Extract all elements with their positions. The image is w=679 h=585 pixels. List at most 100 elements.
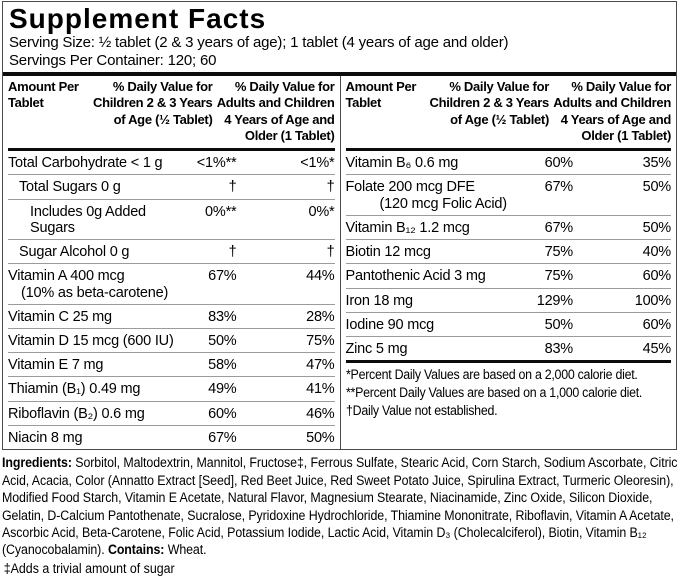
nutrient-name: Iodine 90 mcg — [345, 316, 435, 333]
nutrient-name: Vitamin A 400 mcg — [8, 268, 125, 285]
dv-adults-value: † — [326, 179, 335, 196]
dv-children-value: † — [228, 179, 237, 196]
dv-children-value: 50% — [544, 316, 574, 333]
dv-adults-value: 75% — [306, 332, 335, 349]
nutrient-name-line2: (10% as beta-carotene) — [21, 284, 169, 301]
dv-children-value: 49% — [208, 381, 237, 398]
header-dv-adults: % Daily Value for Adults and Children 4 … — [553, 79, 671, 143]
table-row: Vitamin A 400 mcg (10% as beta-carotene)… — [8, 263, 335, 303]
nutrient-name: Zinc 5 mg — [345, 340, 408, 357]
dv-children-value: 58% — [208, 357, 237, 374]
dv-children-value: <1%** — [196, 155, 237, 172]
dv-adults-value: 35% — [642, 155, 672, 172]
nutrient-name: Vitamin D 15 mcg (600 IU) — [8, 332, 174, 349]
nutrient-name: Iron 18 mg — [345, 292, 414, 309]
nutrient-name: Folate 200 mcg DFE — [345, 179, 476, 196]
nutrient-name: Thiamin (B₁) 0.49 mg — [8, 381, 141, 398]
table-row: Sugar Alcohol 0 g † † — [8, 239, 335, 263]
nutrient-name: Niacin 8 mg — [8, 429, 83, 446]
header-divider-bar — [8, 148, 335, 152]
dv-adults-value: 0%* — [308, 203, 335, 220]
column-header-right: Amount Per Tablet % Daily Value for Chil… — [346, 76, 672, 148]
dv-adults-value: 40% — [642, 244, 672, 261]
nutrient-name: Total Carbohydrate < 1 g — [8, 155, 163, 172]
dv-children-value: 83% — [208, 308, 237, 325]
table-row: Vitamin D 15 mcg (600 IU) 50% 75% — [8, 327, 335, 352]
dv-children-value: 67% — [208, 429, 237, 446]
table-row: Zinc 5 mg 83% 45% — [345, 335, 672, 360]
dv-adults-value: 41% — [306, 381, 335, 398]
table-row: Includes 0g Added Sugars 0%** 0%* — [8, 198, 335, 239]
table-row: Pantothenic Acid 3 mg 75% 60% — [345, 263, 672, 287]
dv-adults-value: <1%* — [300, 155, 335, 172]
table-row: Biotin 12 mcg 75% 40% — [345, 239, 672, 263]
serving-size: Serving Size: ½ tablet (2 & 3 years of a… — [9, 34, 509, 51]
sugar-footnote: ‡Adds a trivial amount of sugar — [3, 560, 175, 577]
footnote-1000-calorie: **Percent Daily Values are based on a 1,… — [345, 385, 642, 401]
dv-children-value: 50% — [208, 332, 237, 349]
dv-children-value: 83% — [544, 340, 574, 357]
nutrient-rows-right: Vitamin B₆ 0.6 mg 60% 35% Folate 200 mcg… — [345, 151, 672, 360]
nutrient-name: Riboflavin (B₂) 0.6 mg — [8, 405, 145, 422]
ingredients-paragraph: Ingredients: Sorbitol, Maltodextrin, Man… — [2, 455, 679, 560]
header-dv-children: % Daily Value for Children 2 & 3 Years o… — [429, 79, 550, 127]
contains-text: Wheat. — [164, 542, 207, 559]
dv-adults-value: 46% — [306, 405, 335, 422]
nutrient-name-line2: (120 mcg Folic Acid) — [379, 195, 508, 212]
table-row: Iron 18 mg 129% 100% — [345, 287, 671, 312]
dv-adults-value: 28% — [306, 308, 335, 325]
table-row: Niacin 8 mg 67% 50% — [8, 424, 335, 449]
table-row: Riboflavin (B₂) 0.6 mg 60% 46% — [8, 400, 335, 425]
dv-adults-value: 47% — [306, 357, 335, 374]
dv-adults-value: 50% — [306, 429, 335, 446]
table-row: Vitamin E 7 mg 58% 47% — [8, 352, 335, 376]
dv-children-value: 67% — [544, 179, 574, 196]
nutrient-name: Sugar Alcohol 0 g — [19, 244, 130, 261]
ingredients-label: Ingredients: — [2, 455, 72, 472]
facts-column-right: Amount Per Tablet % Daily Value for Chil… — [339, 76, 677, 450]
dv-adults-value: 50% — [642, 219, 672, 236]
dv-children-value: 67% — [544, 219, 574, 236]
ingredients-section: Ingredients: Sorbitol, Maltodextrin, Man… — [0, 450, 679, 579]
dv-children-value: 67% — [208, 268, 237, 285]
table-row: Vitamin C 25 mg 83% 28% — [8, 303, 335, 328]
title-divider-bar — [3, 72, 676, 77]
table-row: Total Carbohydrate < 1 g <1%** <1%* — [8, 151, 335, 174]
dv-children-value: 75% — [544, 268, 574, 285]
header-divider-bar — [345, 148, 671, 152]
table-row: Vitamin B₆ 0.6 mg 60% 35% — [346, 151, 672, 174]
dv-children-value: † — [228, 244, 237, 261]
nutrient-name: Biotin 12 mcg — [345, 244, 431, 261]
nutrient-name: Vitamin B₆ 0.6 mg — [345, 155, 459, 172]
page-title: Supplement Facts — [9, 3, 267, 34]
dv-children-value: 60% — [544, 155, 574, 172]
daily-value-footnotes: *Percent Daily Values are based on a 2,0… — [346, 363, 670, 420]
table-row: Thiamin (B₁) 0.49 mg 49% 41% — [8, 376, 335, 400]
dv-adults-value: 50% — [642, 179, 672, 196]
table-row: Folate 200 mcg DFE (120 mcg Folic Acid) … — [345, 174, 672, 214]
dv-adults-value: 100% — [634, 292, 671, 309]
nutrient-name: Vitamin C 25 mg — [8, 308, 112, 325]
column-header-left: Amount Per Tablet % Daily Value for Chil… — [8, 76, 335, 148]
footnote-not-established: †Daily Value not established. — [345, 403, 498, 419]
table-row: Total Sugars 0 g † † — [8, 174, 335, 198]
ingredients-list: Sorbitol, Maltodextrin, Mannitol, Fructo… — [2, 455, 678, 559]
contains-label: Contains: — [107, 542, 165, 559]
dv-children-value: 0%** — [205, 203, 237, 220]
facts-columns: Amount Per Tablet % Daily Value for Chil… — [3, 76, 677, 450]
header-dv-adults: % Daily Value for Adults and Children 4 … — [216, 79, 335, 143]
nutrient-name: Pantothenic Acid 3 mg — [345, 268, 486, 285]
facts-column-left: Amount Per Tablet % Daily Value for Chil… — [3, 76, 340, 449]
supplement-facts-label: Supplement Facts Serving Size: ½ tablet … — [2, 1, 677, 451]
dv-adults-value: 60% — [642, 268, 672, 285]
dv-children-value: 75% — [544, 244, 574, 261]
header-amount-per-tablet: Amount Per Tablet — [345, 79, 417, 111]
dv-adults-value: 45% — [642, 340, 672, 357]
nutrient-name: Vitamin E 7 mg — [8, 357, 104, 374]
dv-children-value: 129% — [536, 292, 573, 309]
servings-per-container: Servings Per Container: 120; 60 — [9, 51, 217, 69]
nutrient-name: Includes 0g Added Sugars — [30, 203, 146, 236]
nutrient-rows-left: Total Carbohydrate < 1 g <1%** <1%* Tota… — [8, 151, 335, 449]
dv-children-value: 60% — [208, 405, 237, 422]
footnote-2000-calorie: *Percent Daily Values are based on a 2,0… — [345, 367, 638, 383]
